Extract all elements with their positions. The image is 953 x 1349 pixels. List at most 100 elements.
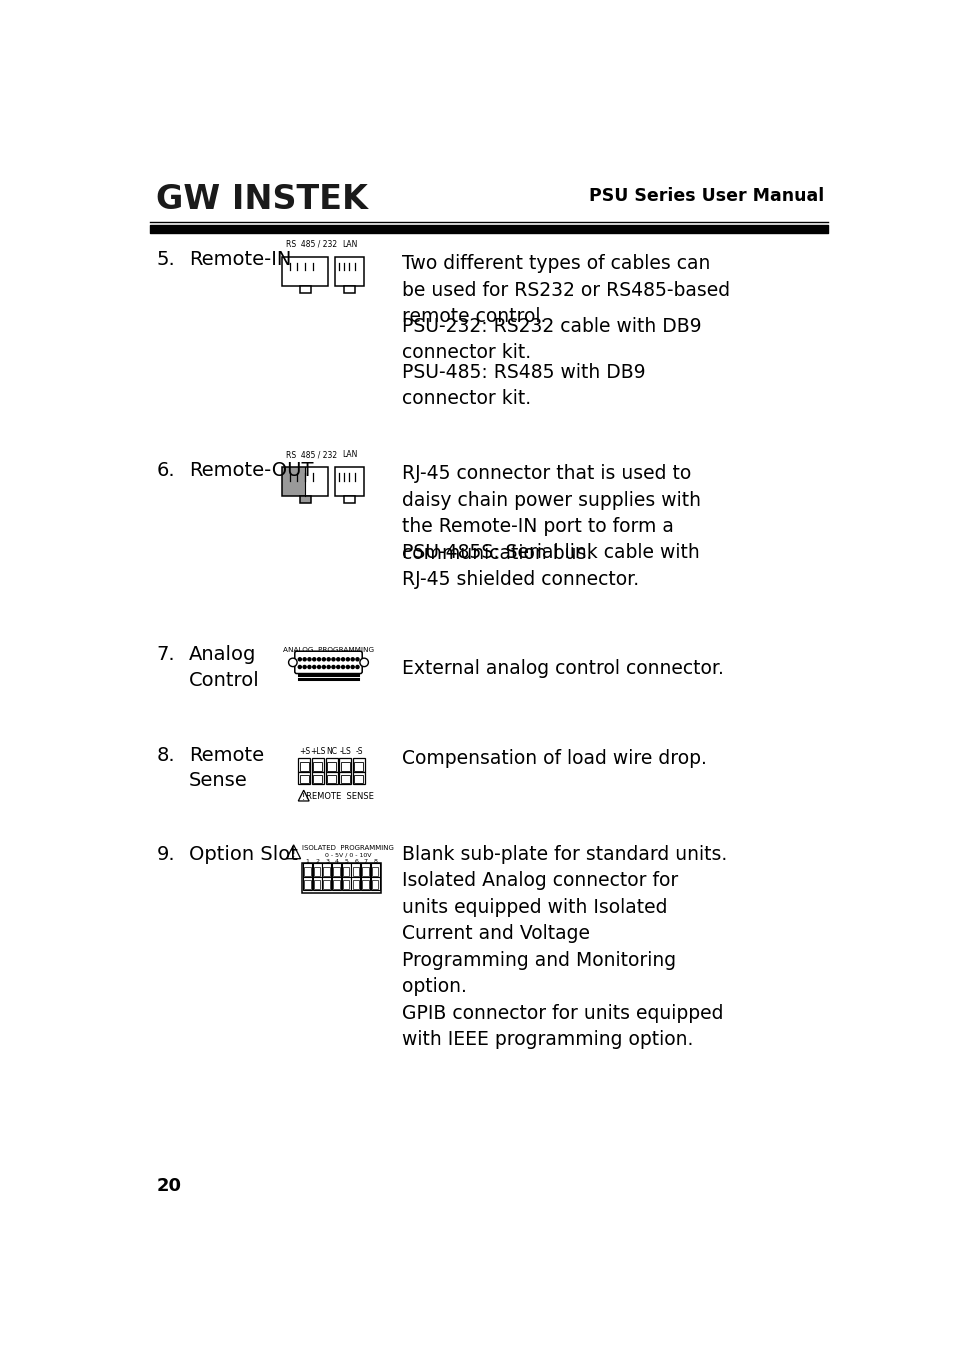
- Bar: [344, 496, 355, 503]
- Bar: [314, 774, 322, 784]
- Circle shape: [322, 658, 325, 661]
- Bar: [299, 496, 311, 503]
- Text: RS  485 / 232: RS 485 / 232: [286, 240, 336, 248]
- Circle shape: [336, 658, 339, 661]
- Polygon shape: [298, 791, 309, 801]
- Text: 4: 4: [335, 859, 338, 863]
- Bar: [323, 867, 330, 877]
- Bar: [371, 863, 379, 877]
- Bar: [325, 758, 337, 772]
- Bar: [322, 863, 331, 877]
- Text: -LS: -LS: [339, 747, 351, 755]
- Text: LAN: LAN: [342, 240, 357, 248]
- Bar: [304, 881, 311, 889]
- Text: 9.: 9.: [156, 844, 175, 863]
- Text: PSU-485: RS485 with DB9
connector kit.: PSU-485: RS485 with DB9 connector kit.: [402, 363, 645, 409]
- Text: ANALOG  PROGRAMMING: ANALOG PROGRAMMING: [283, 648, 374, 653]
- Bar: [351, 877, 360, 889]
- Circle shape: [327, 658, 330, 661]
- Circle shape: [303, 658, 306, 661]
- Text: !: !: [292, 850, 295, 858]
- Text: +S: +S: [298, 747, 310, 755]
- Bar: [340, 762, 350, 770]
- Bar: [327, 762, 335, 770]
- Text: PSU-485S: Serial link cable with
RJ-45 shielded connector.: PSU-485S: Serial link cable with RJ-45 s…: [402, 544, 700, 588]
- Text: Analog
Control: Analog Control: [189, 645, 259, 691]
- Bar: [339, 772, 351, 784]
- Text: LAN: LAN: [342, 451, 357, 459]
- Bar: [322, 877, 331, 889]
- Bar: [299, 774, 309, 784]
- Text: REMOTE  SENSE: REMOTE SENSE: [306, 792, 374, 801]
- Bar: [332, 877, 340, 889]
- Text: Blank sub-plate for standard units.
Isolated Analog connector for
units equipped: Blank sub-plate for standard units. Isol…: [402, 844, 726, 1050]
- Bar: [342, 881, 349, 889]
- Circle shape: [355, 658, 358, 661]
- Bar: [303, 877, 312, 889]
- Circle shape: [336, 665, 339, 669]
- Bar: [335, 256, 364, 286]
- Circle shape: [317, 658, 320, 661]
- Circle shape: [317, 665, 320, 669]
- Circle shape: [359, 658, 368, 666]
- Text: -S: -S: [355, 747, 362, 755]
- Circle shape: [351, 658, 354, 661]
- Text: 7.: 7.: [156, 645, 175, 665]
- Bar: [341, 877, 350, 889]
- Bar: [353, 772, 365, 784]
- Text: 6.: 6.: [156, 460, 175, 480]
- Bar: [362, 867, 369, 877]
- Text: 8: 8: [374, 859, 377, 863]
- Circle shape: [298, 665, 301, 669]
- Bar: [342, 867, 349, 877]
- Bar: [282, 467, 305, 496]
- Bar: [313, 863, 321, 877]
- Bar: [344, 286, 355, 293]
- Bar: [335, 467, 364, 496]
- Bar: [314, 881, 320, 889]
- Text: RS  485 / 232: RS 485 / 232: [286, 451, 336, 459]
- Bar: [372, 881, 378, 889]
- Text: 3: 3: [325, 859, 329, 863]
- Bar: [340, 774, 350, 784]
- Text: Compensation of load wire drop.: Compensation of load wire drop.: [402, 750, 706, 769]
- Bar: [362, 881, 369, 889]
- Text: External analog control connector.: External analog control connector.: [402, 658, 723, 677]
- Bar: [313, 877, 321, 889]
- Text: PSU Series User Manual: PSU Series User Manual: [589, 188, 823, 205]
- Circle shape: [332, 658, 335, 661]
- Bar: [353, 867, 358, 877]
- Bar: [282, 467, 328, 496]
- Text: 5: 5: [344, 859, 348, 863]
- Bar: [371, 877, 379, 889]
- Text: 1: 1: [306, 859, 310, 863]
- Text: Two different types of cables can
be used for RS232 or RS485-based
remote contro: Two different types of cables can be use…: [402, 254, 729, 326]
- Bar: [333, 881, 339, 889]
- Bar: [372, 867, 378, 877]
- Bar: [282, 256, 328, 286]
- Text: 0 - 5V / 0 - 10V: 0 - 5V / 0 - 10V: [324, 853, 371, 858]
- Bar: [351, 863, 360, 877]
- Text: 2: 2: [315, 859, 319, 863]
- Bar: [302, 863, 381, 893]
- Polygon shape: [286, 844, 300, 859]
- Bar: [314, 867, 320, 877]
- Circle shape: [298, 658, 301, 661]
- Circle shape: [308, 665, 311, 669]
- Bar: [325, 772, 337, 784]
- Circle shape: [355, 665, 358, 669]
- Circle shape: [341, 665, 344, 669]
- Bar: [327, 774, 335, 784]
- Circle shape: [313, 665, 315, 669]
- Bar: [333, 867, 339, 877]
- Circle shape: [341, 658, 344, 661]
- Text: ISOLATED  PROGRAMMING: ISOLATED PROGRAMMING: [301, 844, 394, 851]
- Text: GW INSTEK: GW INSTEK: [156, 183, 368, 216]
- Circle shape: [303, 665, 306, 669]
- Bar: [305, 467, 328, 496]
- Text: 8.: 8.: [156, 746, 175, 765]
- Bar: [353, 758, 365, 772]
- Circle shape: [322, 665, 325, 669]
- Text: NC: NC: [326, 747, 336, 755]
- Bar: [298, 758, 310, 772]
